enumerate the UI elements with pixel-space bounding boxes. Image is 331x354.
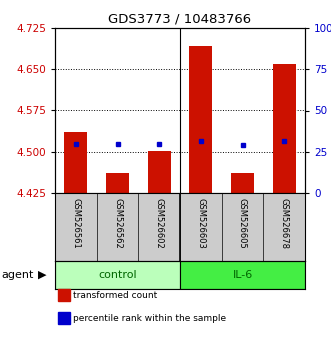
Bar: [106, 173, 129, 193]
Bar: [273, 64, 296, 193]
Text: GSM526602: GSM526602: [155, 198, 164, 249]
Bar: [148, 151, 170, 193]
Title: GDS3773 / 10483766: GDS3773 / 10483766: [109, 12, 252, 25]
Bar: [189, 46, 212, 193]
Text: ▶: ▶: [38, 270, 47, 280]
Text: GSM526605: GSM526605: [238, 198, 247, 249]
Text: IL-6: IL-6: [232, 270, 253, 280]
Bar: [55, 261, 180, 289]
Text: transformed count: transformed count: [73, 291, 158, 299]
Text: GSM526561: GSM526561: [71, 198, 80, 249]
Text: agent: agent: [2, 270, 34, 280]
Bar: [231, 173, 254, 193]
Text: percentile rank within the sample: percentile rank within the sample: [73, 314, 226, 322]
Text: control: control: [98, 270, 137, 280]
Text: GSM526678: GSM526678: [280, 198, 289, 249]
Text: GSM526603: GSM526603: [196, 198, 205, 249]
Text: GSM526562: GSM526562: [113, 198, 122, 249]
Bar: [180, 261, 305, 289]
Bar: [64, 132, 87, 193]
